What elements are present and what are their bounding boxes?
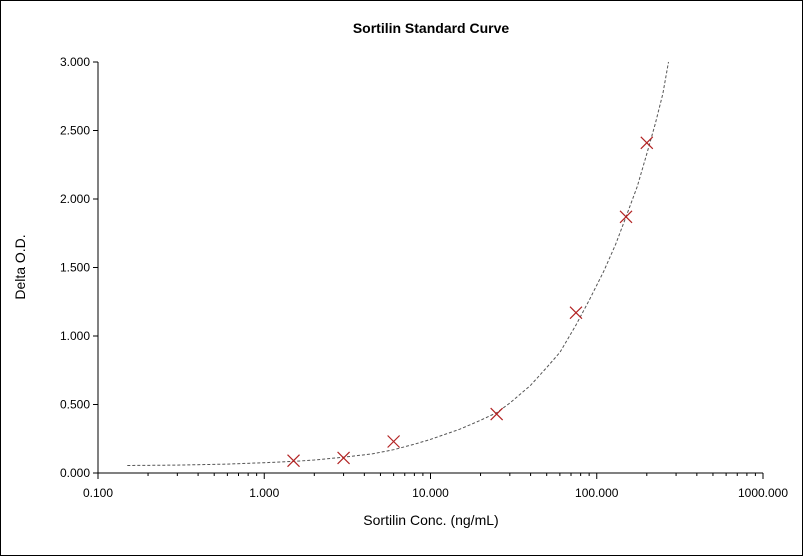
y-tick-label: 0.000 (60, 466, 90, 480)
fit-curve (127, 61, 669, 466)
data-point-stroke (387, 435, 401, 448)
data-point (619, 210, 633, 224)
chart-title: Sortilin Standard Curve (353, 20, 510, 36)
y-tick-label: 1.500 (60, 261, 90, 275)
x-tick-label: 1.000 (249, 486, 279, 500)
y-tick-label: 0.500 (60, 398, 90, 412)
data-point (387, 435, 401, 448)
data-point-stroke (569, 306, 583, 320)
y-tick-label: 3.000 (60, 55, 90, 69)
x-tick-label: 1000.000 (738, 486, 788, 500)
y-tick-label: 2.500 (60, 124, 90, 138)
y-tick-label: 1.000 (60, 329, 90, 343)
data-point (337, 451, 350, 465)
axes: 0.000 0.500 1.000 1.500 2.000 2.500 3.000 0.100… (60, 55, 788, 500)
y-tick-label: 2.000 (60, 192, 90, 206)
x-tick-label: 100.000 (575, 486, 619, 500)
data-point-stroke (490, 407, 504, 421)
data-point (569, 306, 583, 320)
data-point (490, 407, 504, 421)
data-point (640, 136, 654, 150)
x-tick-label: 10.000 (412, 486, 449, 500)
x-tick-label: 0.100 (83, 486, 113, 500)
fit-curve-layer (127, 61, 669, 466)
data-points-layer (287, 136, 654, 468)
data-point-stroke (619, 210, 633, 224)
data-point-stroke (287, 454, 300, 468)
data-point-stroke (640, 136, 654, 150)
data-point-stroke (337, 451, 350, 465)
y-axis-title: Delta O.D. (12, 234, 28, 299)
x-axis-title: Sortilin Conc. (ng/mL) (363, 512, 498, 528)
data-point (287, 454, 300, 468)
